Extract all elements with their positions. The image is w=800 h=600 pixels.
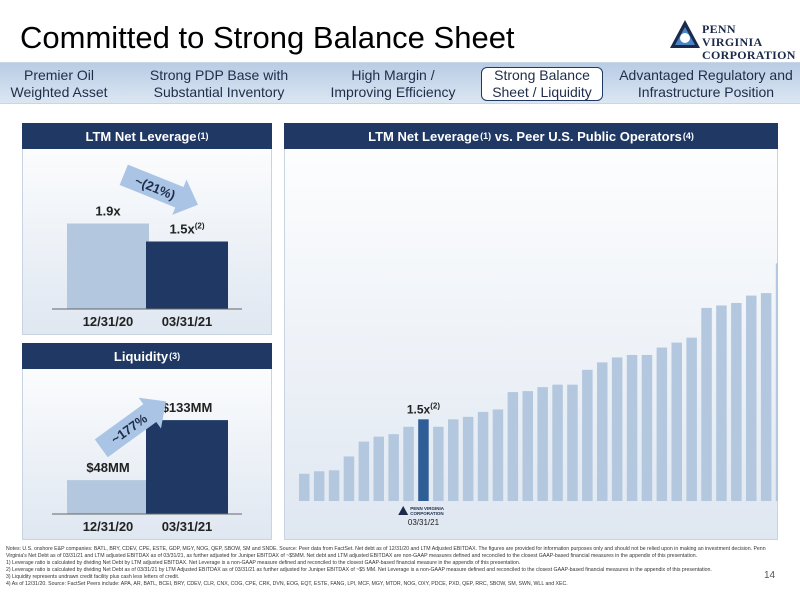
bar-peer-28 xyxy=(716,305,727,501)
bar-peer-12 xyxy=(477,411,489,501)
bar-03-31-21 xyxy=(146,241,228,309)
highlight-caption: 03/31/21 xyxy=(408,518,440,527)
bar-peer-2 xyxy=(328,470,340,501)
data-label-0: 1.9x xyxy=(95,204,121,219)
bar-03-31-21 xyxy=(146,420,228,514)
bar-peer-29 xyxy=(731,303,742,501)
bar-peer-19 xyxy=(582,369,593,501)
page-number: 14 xyxy=(764,570,776,581)
bar-peer-3 xyxy=(343,456,355,501)
bar-peer-22 xyxy=(626,354,638,501)
footnotes: Notes: U.S. onshore E&P companies: BATL,… xyxy=(6,546,776,588)
data-label-1: $133MM xyxy=(162,400,213,415)
nav-item-high-margin[interactable]: High Margin / Improving Efficiency xyxy=(330,67,456,100)
bar-peer-4 xyxy=(358,441,370,501)
peer-title-rest: vs. Peer U.S. Public Operators xyxy=(491,128,682,144)
bar-peer-24 xyxy=(656,347,668,501)
logo-line-1: Penn Virginia xyxy=(702,22,763,49)
liquidity-panel-header: Liquidity (3) xyxy=(22,343,272,369)
bar-peer-27 xyxy=(701,307,712,501)
peer-panel-header: LTM Net Leverage (1) vs. Peer U.S. Public… xyxy=(284,123,778,149)
leverage-chart: 1.9x 1.5x(2) 12/31/20 03/31/21 ~(21%) xyxy=(52,164,242,329)
bar-peer-14 xyxy=(507,392,519,501)
bar-peer-31 xyxy=(760,293,772,501)
category-label-0: 12/31/20 xyxy=(83,519,134,534)
bar-peer-23 xyxy=(641,354,653,501)
bar-12-31-20 xyxy=(67,480,149,514)
bar-peer-11 xyxy=(462,416,474,501)
highlight-label: 1.5x(2) xyxy=(407,401,440,416)
category-label-1: 03/31/21 xyxy=(162,519,213,534)
nav-item-pdp-base[interactable]: Strong PDP Base with Substantial Invento… xyxy=(149,67,289,100)
leverage-title-sup: (1) xyxy=(197,131,209,141)
company-logo: Penn Virginia Corporation xyxy=(668,18,798,62)
bar-peer-5 xyxy=(373,436,384,501)
mini-logo-line-2: CORPORATION xyxy=(410,511,443,516)
bar-peer-25 xyxy=(671,342,682,501)
bar-peer-30 xyxy=(746,295,757,501)
bar-penn-virginia xyxy=(418,419,429,501)
bar-peer-1 xyxy=(313,471,325,501)
section-nav: Premier Oil Weighted Asset Strong PDP Ba… xyxy=(0,62,800,104)
data-label-1: 1.5x(2) xyxy=(169,222,204,237)
logo-text: Penn Virginia Corporation xyxy=(702,23,798,62)
bar-peer-15 xyxy=(522,391,533,501)
bar-peer-16 xyxy=(537,387,548,501)
footnote-4: 4) As of 12/31/20. Source: FactSet Peers… xyxy=(6,581,568,587)
leverage-panel-header: LTM Net Leverage (1) xyxy=(22,123,272,149)
peer-title-sup-2: (4) xyxy=(682,131,694,141)
liquidity-title: Liquidity xyxy=(113,348,169,364)
nav-item-premier-oil[interactable]: Premier Oil Weighted Asset xyxy=(10,67,108,100)
page-title: Committed to Strong Balance Sheet xyxy=(20,20,515,55)
bar-peer-9 xyxy=(433,426,444,501)
mini-logo-line-1: PENN VIRGINIA xyxy=(410,506,445,511)
peer-title-sup: (1) xyxy=(480,131,492,141)
footnote-3: 3) Liquidity represents undrawn credit f… xyxy=(6,574,180,580)
mini-logo-triangle xyxy=(398,506,409,515)
bar-12-31-20 xyxy=(67,223,149,309)
bar-peer-0 xyxy=(299,473,310,501)
bar-peer-20 xyxy=(597,362,608,501)
nav-item-regulatory[interactable]: Advantaged Regulatory and Infrastructure… xyxy=(619,67,793,100)
bar-peer-7 xyxy=(403,426,414,501)
bar-peer-6 xyxy=(388,434,399,501)
logo-triangle-icon xyxy=(670,20,700,48)
arrow-shape xyxy=(94,397,166,458)
bar-peer-18 xyxy=(567,384,578,501)
category-label-1: 03/31/21 xyxy=(162,314,213,329)
bar-peer-17 xyxy=(552,384,563,501)
peer-title: LTM Net Leverage xyxy=(368,128,480,144)
bar-peer-32 xyxy=(775,263,778,501)
bar-peer-21 xyxy=(611,357,623,501)
arrow-shape xyxy=(119,164,198,215)
bar-peer-26 xyxy=(686,337,697,501)
footnote-2: 2) Leverage ratio is calculated by divid… xyxy=(6,567,712,573)
logo-line-2: Corporation xyxy=(702,48,796,62)
bar-peer-13 xyxy=(492,409,504,501)
data-label-0: $48MM xyxy=(86,460,129,475)
change-arrow-icon: ~(21%) xyxy=(119,164,198,215)
footnote-1: 1) Leverage ratio is calculated by divid… xyxy=(6,560,521,566)
liquidity-title-sup: (3) xyxy=(169,351,181,361)
category-label-0: 12/31/20 xyxy=(83,314,134,329)
footnote-main: Notes: U.S. onshore E&P companies: BATL,… xyxy=(6,546,766,559)
bar-peer-10 xyxy=(448,419,459,501)
leverage-title: LTM Net Leverage xyxy=(85,128,197,144)
nav-item-balance-sheet[interactable]: Strong Balance Sheet / Liquidity xyxy=(481,67,603,101)
